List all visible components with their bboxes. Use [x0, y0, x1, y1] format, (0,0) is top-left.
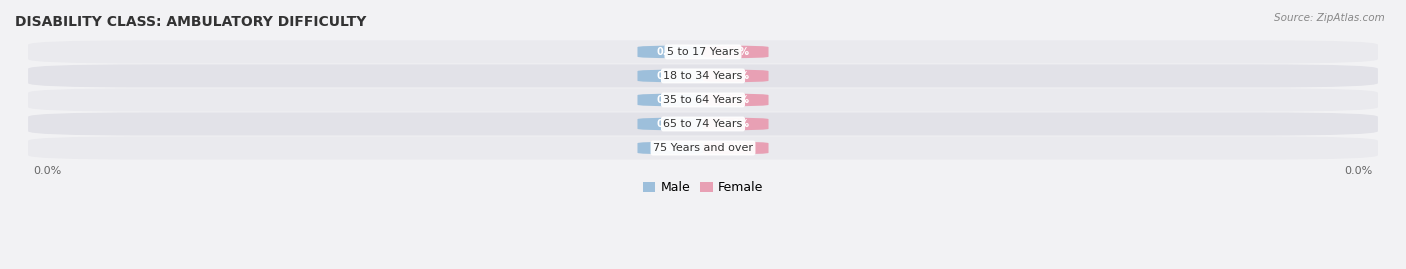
- Text: 35 to 64 Years: 35 to 64 Years: [664, 95, 742, 105]
- FancyBboxPatch shape: [703, 118, 769, 130]
- FancyBboxPatch shape: [28, 40, 1378, 63]
- Text: 65 to 74 Years: 65 to 74 Years: [664, 119, 742, 129]
- FancyBboxPatch shape: [28, 136, 1378, 160]
- Text: 75 Years and over: 75 Years and over: [652, 143, 754, 153]
- FancyBboxPatch shape: [703, 94, 769, 106]
- Text: 0.0%: 0.0%: [723, 95, 749, 105]
- Text: 0.0%: 0.0%: [657, 119, 683, 129]
- FancyBboxPatch shape: [637, 118, 703, 130]
- Text: 0.0%: 0.0%: [657, 95, 683, 105]
- Text: DISABILITY CLASS: AMBULATORY DIFFICULTY: DISABILITY CLASS: AMBULATORY DIFFICULTY: [15, 15, 367, 29]
- FancyBboxPatch shape: [703, 142, 769, 154]
- FancyBboxPatch shape: [637, 70, 703, 82]
- Text: 0.0%: 0.0%: [657, 47, 683, 57]
- Text: 18 to 34 Years: 18 to 34 Years: [664, 71, 742, 81]
- FancyBboxPatch shape: [703, 70, 769, 82]
- FancyBboxPatch shape: [637, 142, 703, 154]
- FancyBboxPatch shape: [28, 89, 1378, 112]
- Text: 0.0%: 0.0%: [723, 143, 749, 153]
- Text: 0.0%: 0.0%: [723, 119, 749, 129]
- Text: 0.0%: 0.0%: [723, 47, 749, 57]
- FancyBboxPatch shape: [703, 46, 769, 58]
- Text: 0.0%: 0.0%: [723, 71, 749, 81]
- Text: 5 to 17 Years: 5 to 17 Years: [666, 47, 740, 57]
- FancyBboxPatch shape: [637, 46, 703, 58]
- FancyBboxPatch shape: [28, 112, 1378, 136]
- Text: 0.0%: 0.0%: [657, 71, 683, 81]
- Legend: Male, Female: Male, Female: [638, 176, 768, 199]
- Text: Source: ZipAtlas.com: Source: ZipAtlas.com: [1274, 13, 1385, 23]
- FancyBboxPatch shape: [637, 94, 703, 106]
- Text: 0.0%: 0.0%: [657, 143, 683, 153]
- FancyBboxPatch shape: [28, 64, 1378, 87]
